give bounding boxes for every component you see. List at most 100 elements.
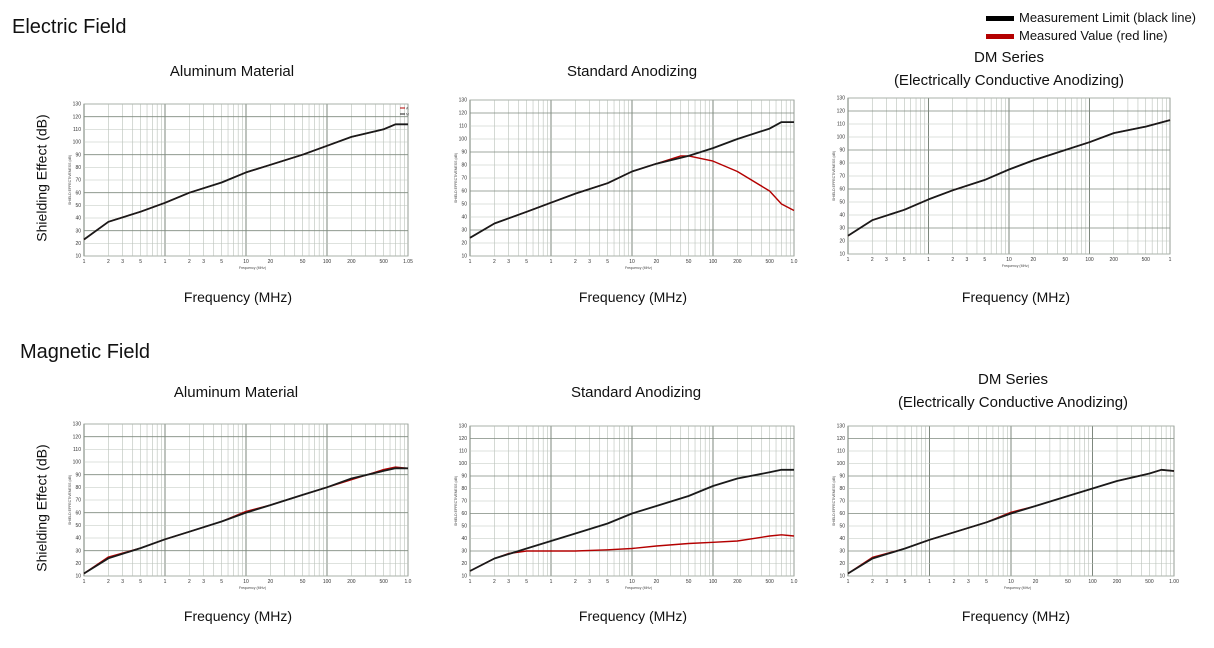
x-tick-label: 200: [347, 579, 356, 585]
x-tick-label: 1: [83, 579, 86, 585]
x-tick-label: 10: [1008, 579, 1014, 585]
y-tick-label: 10: [839, 574, 845, 580]
x-tick-label: 100: [709, 579, 718, 585]
y-tick-label: 10: [75, 574, 81, 580]
inner-y-label: SHIELD EFFECTIVENESS (dB): [68, 155, 72, 205]
x-tick-label: 5: [985, 579, 988, 585]
legend-item-limit: Measurement Limit (black line): [986, 9, 1196, 27]
x-tick-label: 2: [951, 257, 954, 263]
y-tick-label: 120: [459, 436, 468, 442]
x-tick-label: 50: [300, 259, 306, 265]
x-tick-label: 3: [588, 579, 591, 585]
y-tick-label: 120: [837, 436, 846, 442]
x-tick-label: 200: [733, 259, 742, 265]
x-tick-label: 1: [847, 257, 850, 263]
plot-area-electric-aluminum: 10 20 30 40 50 60 70 80 90 100 110 120 130 1 2 3 5 1 2 3 5 10…: [68, 102, 413, 270]
y-tick-label: 130: [459, 424, 468, 430]
inner-x-label: Frequency (MHz): [625, 266, 652, 270]
x-tick-label: 10: [243, 579, 249, 585]
y-tick-label: 80: [839, 161, 845, 167]
x-axis-label-magnetic-aluminum: Frequency (MHz): [183, 608, 293, 624]
y-tick-label: 70: [461, 499, 467, 505]
x-tick-label: 2: [953, 579, 956, 585]
y-tick-label: 70: [839, 499, 845, 505]
x-axis-label-magnetic-standard: Frequency (MHz): [578, 608, 688, 624]
y-tick-label: 60: [839, 187, 845, 193]
series-limit-line: [469, 468, 794, 572]
x-tick-label: 200: [1113, 579, 1122, 585]
x-tick-label: 20: [654, 579, 660, 585]
y-tick-label: 20: [839, 239, 845, 245]
section-title-magnetic: Magnetic Field: [20, 341, 151, 363]
section-title-electric: Electric Field: [12, 16, 127, 38]
y-tick-label: 90: [461, 474, 467, 480]
x-tick-label: 20: [654, 259, 660, 265]
x-tick-label: 500: [765, 259, 774, 265]
x-tick-label: 3: [966, 257, 969, 263]
x-tick-label: 50: [300, 579, 306, 585]
x-tick-label: 5: [983, 257, 986, 263]
series-limit-line: [469, 121, 794, 239]
x-tick-label: 10: [243, 259, 249, 265]
x-tick-label: 20: [268, 579, 274, 585]
y-tick-label: 100: [459, 461, 468, 467]
x-tick-label: 1.0: [791, 259, 798, 265]
x-tick-label: 1: [1169, 257, 1172, 263]
x-tick-label: 20: [268, 259, 274, 265]
series-limit-line: [83, 467, 408, 575]
chart-magnetic-aluminum: 10 20 30 40 50 60 70 80 90 100 110 120 130 1 2 3 5 1 2 3 5 10…: [68, 422, 412, 590]
x-tick-label: 5: [606, 579, 609, 585]
y-tick-label: 60: [461, 511, 467, 517]
inner-x-label: Frequency (MHz): [239, 266, 266, 270]
y-tick-label: 20: [75, 561, 81, 567]
y-tick-label: 60: [839, 511, 845, 517]
y-tick-label: 50: [461, 524, 467, 530]
y-tick-label: 40: [839, 536, 845, 542]
x-tick-label: 3: [507, 259, 510, 265]
x-tick-label: 2: [493, 579, 496, 585]
y-tick-label: 20: [75, 241, 81, 247]
y-tick-label: 60: [75, 190, 81, 196]
y-axis-label-electric: Shielding Effect (dB): [33, 114, 50, 242]
y-tick-label: 10: [839, 252, 845, 258]
plot-area-magnetic-dm: 10 20 30 40 50 60 70 80 90 100 110 120 130 1 2 3 5 1 2 3 5 10…: [832, 424, 1179, 590]
series-limit-line: [847, 468, 1175, 575]
x-tick-label: 2: [188, 579, 191, 585]
x-tick-label: 1: [550, 579, 553, 585]
x-tick-label: 10: [629, 259, 635, 265]
x-tick-label: 3: [202, 259, 205, 265]
inner-y-label: SHIELD EFFECTIVENESS (dB): [454, 153, 458, 203]
x-axis-label-electric-standard: Frequency (MHz): [578, 289, 688, 305]
y-tick-label: 70: [75, 498, 81, 504]
x-tick-label: 500: [379, 579, 388, 585]
mini-legend-label: A: [406, 107, 409, 111]
legend: Measurement Limit (black line) Measured …: [986, 9, 1196, 45]
x-tick-label: 5: [525, 579, 528, 585]
y-tick-label: 120: [73, 434, 82, 440]
inner-x-label: Frequency (MHz): [1002, 264, 1029, 268]
y-tick-label: 10: [461, 254, 467, 260]
chart-title-magnetic-aluminum: Aluminum Material: [173, 384, 299, 401]
chart-electric-aluminum: 10 20 30 40 50 60 70 80 90 100 110 120 130 1 2 3 5 1 2 3 5 10…: [68, 102, 413, 270]
x-tick-label: 200: [1110, 257, 1119, 263]
x-tick-label: 1: [469, 579, 472, 585]
y-tick-label: 10: [75, 254, 81, 260]
x-tick-label: 2: [871, 579, 874, 585]
y-tick-label: 50: [75, 523, 81, 529]
y-axis-label-magnetic: Shielding Effect (dB): [33, 444, 50, 572]
x-tick-label: 3: [121, 259, 124, 265]
y-tick-label: 80: [75, 165, 81, 171]
x-tick-label: 2: [188, 259, 191, 265]
x-tick-label: 5: [139, 259, 142, 265]
y-tick-label: 110: [73, 447, 81, 453]
x-tick-label: 200: [347, 259, 356, 265]
y-tick-label: 130: [837, 96, 846, 102]
x-tick-label: 100: [1085, 257, 1094, 263]
y-tick-label: 40: [839, 213, 845, 219]
y-tick-label: 100: [73, 460, 82, 466]
x-tick-label: 5: [220, 259, 223, 265]
legend-swatch-measured: [986, 33, 1014, 39]
x-tick-label: 5: [220, 579, 223, 585]
y-tick-label: 50: [75, 203, 81, 209]
